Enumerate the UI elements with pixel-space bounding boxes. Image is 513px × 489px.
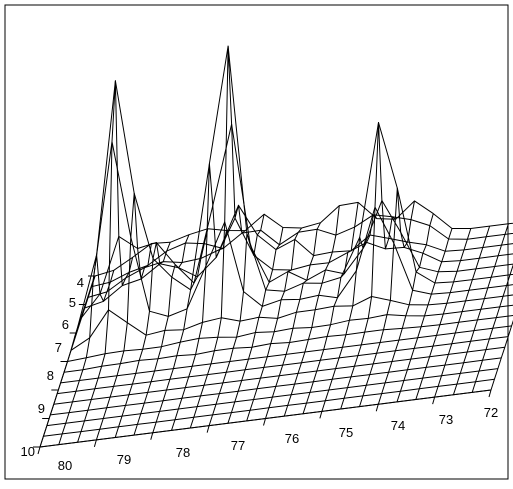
y-tick-label: 9 (38, 401, 45, 416)
wireframe-surface (40, 46, 513, 447)
x-tick-label: 80 (58, 458, 72, 473)
surface-grid-line-y (435, 226, 490, 397)
x-tick-mark (376, 404, 378, 411)
y-tick-label: 5 (69, 295, 76, 310)
x-tick-mark (207, 426, 209, 433)
x-tick-mark (38, 447, 40, 454)
x-tick-mark (320, 411, 322, 418)
surface-grid-line-x (81, 124, 513, 318)
x-tick-label: 75 (339, 425, 353, 440)
y-tick-label: 8 (47, 368, 54, 383)
surface-grid-line-y (453, 224, 508, 395)
x-tick-label: 73 (439, 412, 453, 427)
surface-grid-line-y (172, 164, 227, 431)
y-tick-label: 7 (55, 340, 62, 355)
y-tick-label: 6 (62, 317, 69, 332)
x-tick-label: 78 (176, 445, 190, 460)
x-tick-mark (264, 419, 266, 426)
surface-grid-line-y (472, 221, 513, 392)
x-tick-label: 72 (484, 405, 498, 420)
x-tick-mark (433, 397, 435, 404)
x-tick-label: 76 (285, 431, 299, 446)
surface-grid-line-x (95, 201, 513, 276)
x-tick-label: 74 (391, 418, 405, 433)
x-tick-mark (489, 390, 491, 397)
x-tick-mark (94, 440, 96, 447)
x-tick-label: 79 (117, 452, 131, 467)
y-tick-label: 10 (21, 444, 35, 459)
y-tick-label: 4 (77, 275, 84, 290)
x-tick-mark (151, 433, 153, 440)
surface-grid-line-x (68, 305, 513, 362)
surface-grid-line-y (341, 123, 396, 410)
x-tick-label: 77 (231, 438, 245, 453)
